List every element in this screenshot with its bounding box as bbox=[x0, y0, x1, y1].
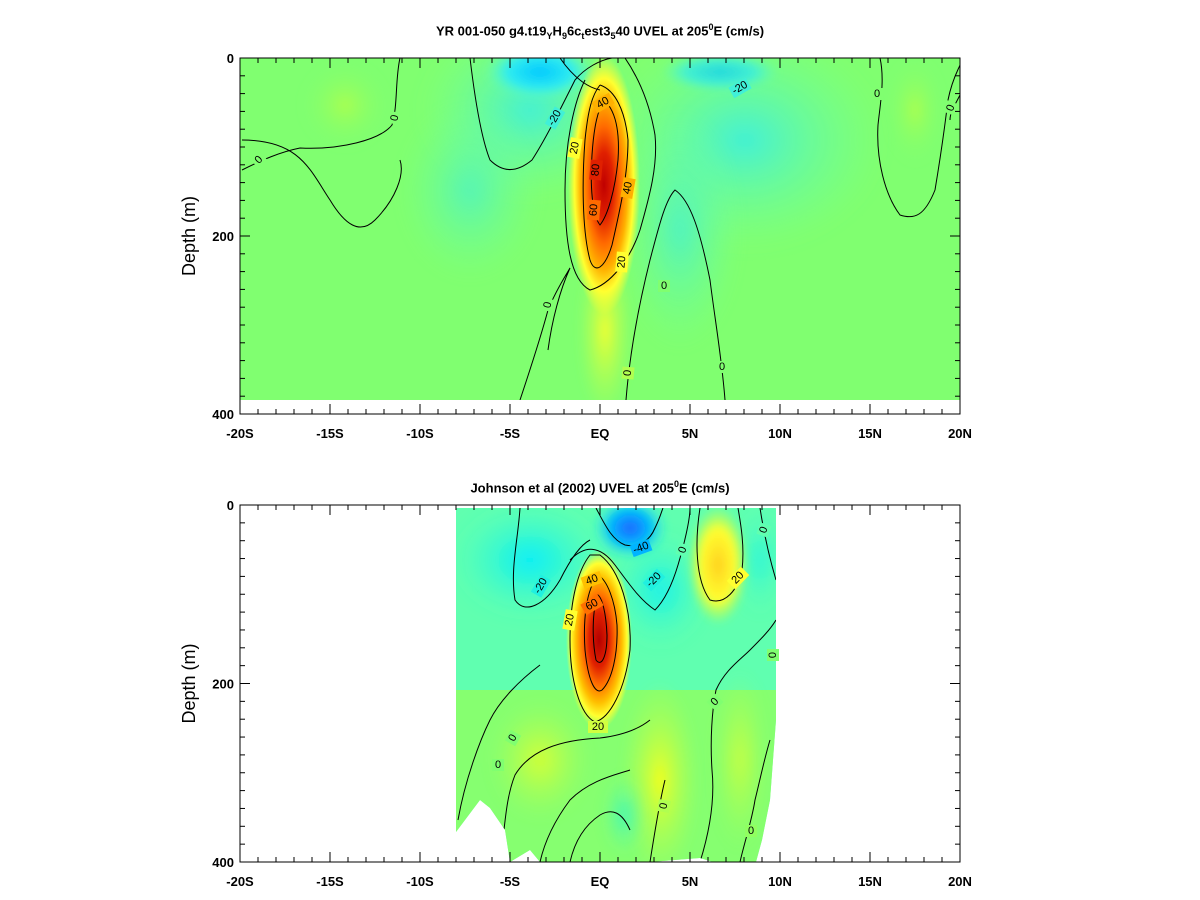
contour-label: 20 bbox=[615, 255, 628, 268]
bottom-axes: -20S -15S -10S -5S EQ 5N 10N 15N 20N0200400Depth… bbox=[179, 498, 972, 889]
x-tick-label: 5N bbox=[682, 874, 699, 889]
contour-label: 0 bbox=[388, 114, 401, 122]
contour-label: 0 bbox=[757, 525, 770, 535]
y-axis-label: Depth (m) bbox=[179, 196, 199, 276]
x-tick-label: EQ bbox=[591, 426, 610, 441]
top-panel-field bbox=[240, 58, 960, 400]
contour-label: 60 bbox=[584, 597, 601, 614]
contour-label: 0 bbox=[622, 369, 634, 376]
x-tick-label: -15S bbox=[316, 874, 344, 889]
x-tick-label: -10S bbox=[406, 426, 434, 441]
contour-label: 40 bbox=[584, 572, 600, 587]
contour-label: 0 bbox=[541, 301, 554, 309]
contour-label: 80 bbox=[589, 163, 602, 176]
y-axis-label: Depth (m) bbox=[179, 643, 199, 723]
top-chart-title: YR 001-050 g4.t19YH96ctest3540 UVEL at 2… bbox=[435, 22, 765, 41]
x-tick-label: 20N bbox=[948, 874, 972, 889]
x-tick-label: 5N bbox=[682, 426, 699, 441]
y-tick-label: 0 bbox=[227, 51, 234, 66]
contour-label: 40 bbox=[595, 95, 612, 112]
bottom-contour-labels: -40 -20 -20 20 20 20 40 60 0 0 0 0 0 0 0… bbox=[492, 522, 779, 837]
y-tick-label: 200 bbox=[212, 229, 234, 244]
contour-label: 60 bbox=[587, 203, 600, 216]
contour-label: 20 bbox=[592, 721, 604, 733]
contour-label: 0 bbox=[506, 732, 519, 743]
contour-label: 20 bbox=[568, 141, 582, 155]
top-axes: -20S -15S -10S -5S EQ 5N 10N 15N 20N0200400Depth… bbox=[179, 51, 972, 441]
contour-label: 0 bbox=[495, 759, 501, 771]
x-tick-label: 15N bbox=[858, 426, 882, 441]
x-tick-label: -20S bbox=[226, 874, 254, 889]
contour-label: 0 bbox=[661, 280, 667, 292]
bottom-chart-title: Johnson et al (2002) UVEL at 2050E (cm/s… bbox=[470, 479, 730, 496]
x-tick-label: -10S bbox=[406, 874, 434, 889]
x-tick-label: -5S bbox=[500, 426, 521, 441]
contour-label: 0 bbox=[748, 825, 754, 837]
x-tick-label: -5S bbox=[500, 874, 521, 889]
x-tick-label: 10N bbox=[768, 426, 792, 441]
bottom-panel-field bbox=[456, 508, 776, 862]
y-tick-label: 200 bbox=[212, 677, 234, 692]
x-tick-label: 20N bbox=[948, 426, 972, 441]
contour-label: 0 bbox=[657, 802, 670, 810]
contour-label: 20 bbox=[563, 613, 577, 627]
x-tick-label: -15S bbox=[316, 426, 344, 441]
x-tick-label: -20S bbox=[226, 426, 254, 441]
top-contour-labels: -20 -20 0 0 0 0 0 0 0 0 20 20 40 40 60 8… bbox=[250, 77, 959, 380]
contour-label: 0 bbox=[944, 103, 957, 113]
x-tick-label: 10N bbox=[768, 874, 792, 889]
contour-label: 40 bbox=[621, 181, 635, 195]
contour-label: 0 bbox=[874, 88, 880, 100]
y-tick-label: 0 bbox=[227, 498, 234, 513]
contour-label: 0 bbox=[676, 545, 689, 555]
x-tick-label: 15N bbox=[858, 874, 882, 889]
contour-label: 0 bbox=[767, 652, 779, 658]
contour-label: -40 bbox=[631, 540, 650, 557]
contour-label: 0 bbox=[719, 361, 725, 373]
y-tick-label: 400 bbox=[212, 407, 234, 422]
x-tick-label: EQ bbox=[591, 874, 610, 889]
y-tick-label: 400 bbox=[212, 855, 234, 870]
